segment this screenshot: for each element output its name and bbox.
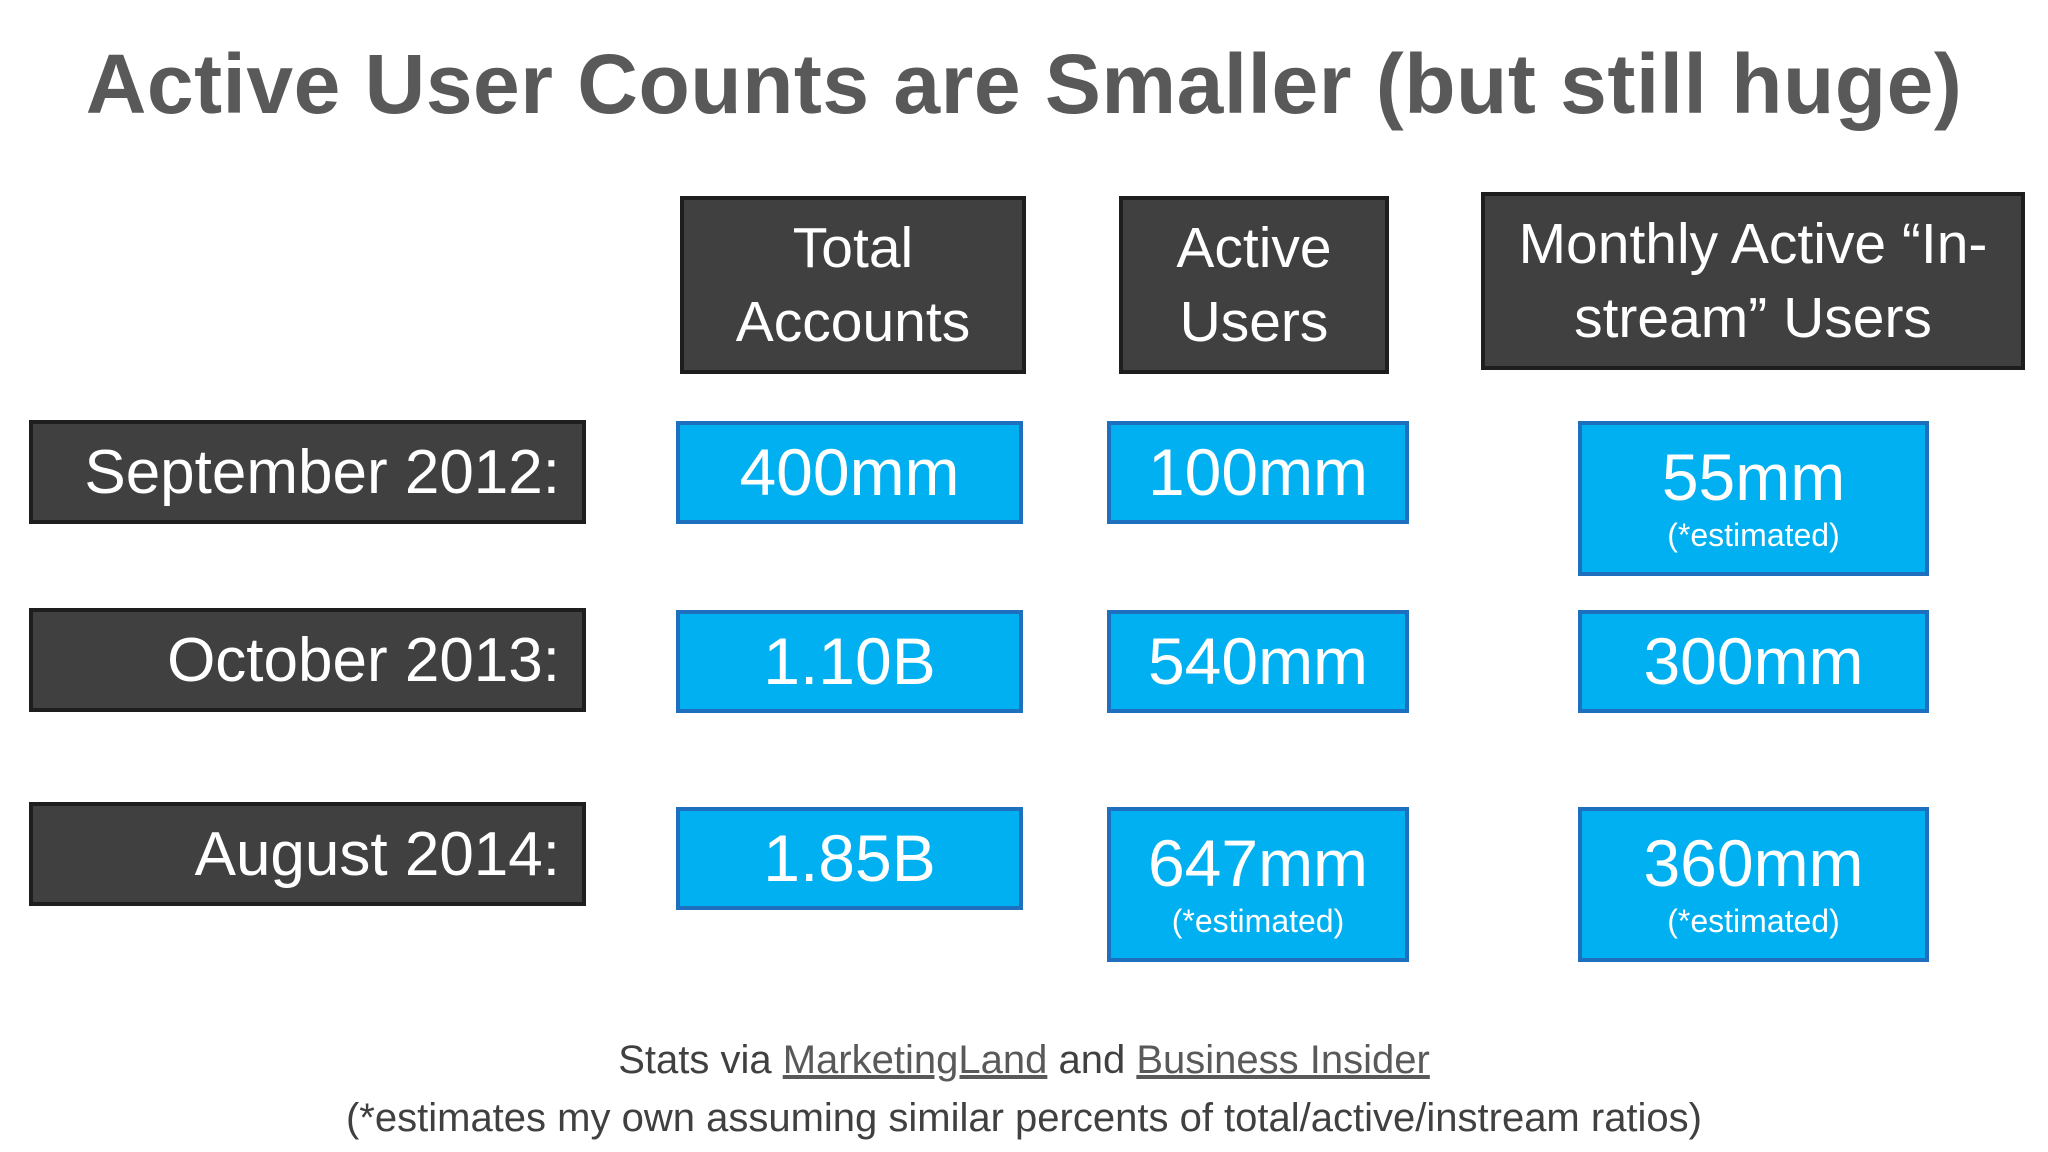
cell-value: 300mm	[1643, 623, 1864, 698]
cell-sep-2012-total-accounts: 400mm	[676, 421, 1023, 524]
row-label-sep-2012: September 2012:	[29, 420, 586, 524]
cell-value: 360mm	[1643, 826, 1864, 900]
page-title: Active User Counts are Smaller (but stil…	[85, 37, 1963, 131]
sources-middle: and	[1058, 1038, 1126, 1082]
row-label-text: October 2013:	[167, 625, 560, 695]
row-label-oct-2013: October 2013:	[29, 608, 586, 712]
estimated-note: (*estimated)	[1171, 903, 1345, 940]
cell-value: 100mm	[1147, 434, 1369, 509]
row-label-aug-2014: August 2014:	[29, 802, 586, 906]
row-label-text: August 2014:	[194, 819, 560, 889]
header-monthly-line2: stream” Users	[1574, 286, 1932, 350]
cell-aug-2014-monthly-instream: 360mm (*estimated)	[1578, 807, 1929, 962]
estimated-note: (*estimated)	[1667, 517, 1840, 554]
cell-value: 1.10B	[763, 623, 936, 698]
cell-aug-2014-total-accounts: 1.85B	[676, 807, 1023, 910]
cell-oct-2013-active-users: 540mm	[1107, 610, 1409, 713]
cell-value: 400mm	[739, 434, 960, 509]
header-active-users-label: Active Users	[1176, 216, 1332, 354]
cell-sep-2012-active-users: 100mm	[1107, 421, 1409, 524]
header-total-accounts-label: Total Accounts	[735, 216, 971, 354]
header-monthly-line1: Monthly Active “In-	[1518, 212, 1988, 276]
cell-value: 1.85B	[763, 820, 936, 895]
marketingland-link[interactable]: MarketingLand	[782, 1038, 1048, 1082]
cell-aug-2014-active-users: 647mm (*estimated)	[1107, 807, 1409, 962]
header-active-users: Active Users	[1119, 196, 1389, 374]
cell-value: 540mm	[1147, 623, 1369, 698]
sources-prefix: Stats via	[618, 1038, 772, 1082]
cell-oct-2013-total-accounts: 1.10B	[676, 610, 1023, 713]
header-total-accounts: Total Accounts	[680, 196, 1026, 374]
cell-value: 647mm	[1147, 826, 1369, 900]
cell-oct-2013-monthly-instream: 300mm	[1578, 610, 1929, 713]
row-label-text: September 2012:	[84, 437, 560, 507]
estimates-note: (*estimates my own assuming similar perc…	[345, 1096, 1702, 1140]
header-monthly-instream-users: Monthly Active “In- stream” Users	[1481, 192, 2025, 370]
cell-sep-2012-monthly-instream: 55mm (*estimated)	[1578, 421, 1929, 576]
business-insider-link[interactable]: Business Insider	[1136, 1038, 1430, 1082]
cell-value: 55mm	[1661, 440, 1846, 514]
sources-line: Stats via MarketingLand and Business Ins…	[0, 1038, 2048, 1083]
estimated-note: (*estimated)	[1667, 903, 1840, 940]
